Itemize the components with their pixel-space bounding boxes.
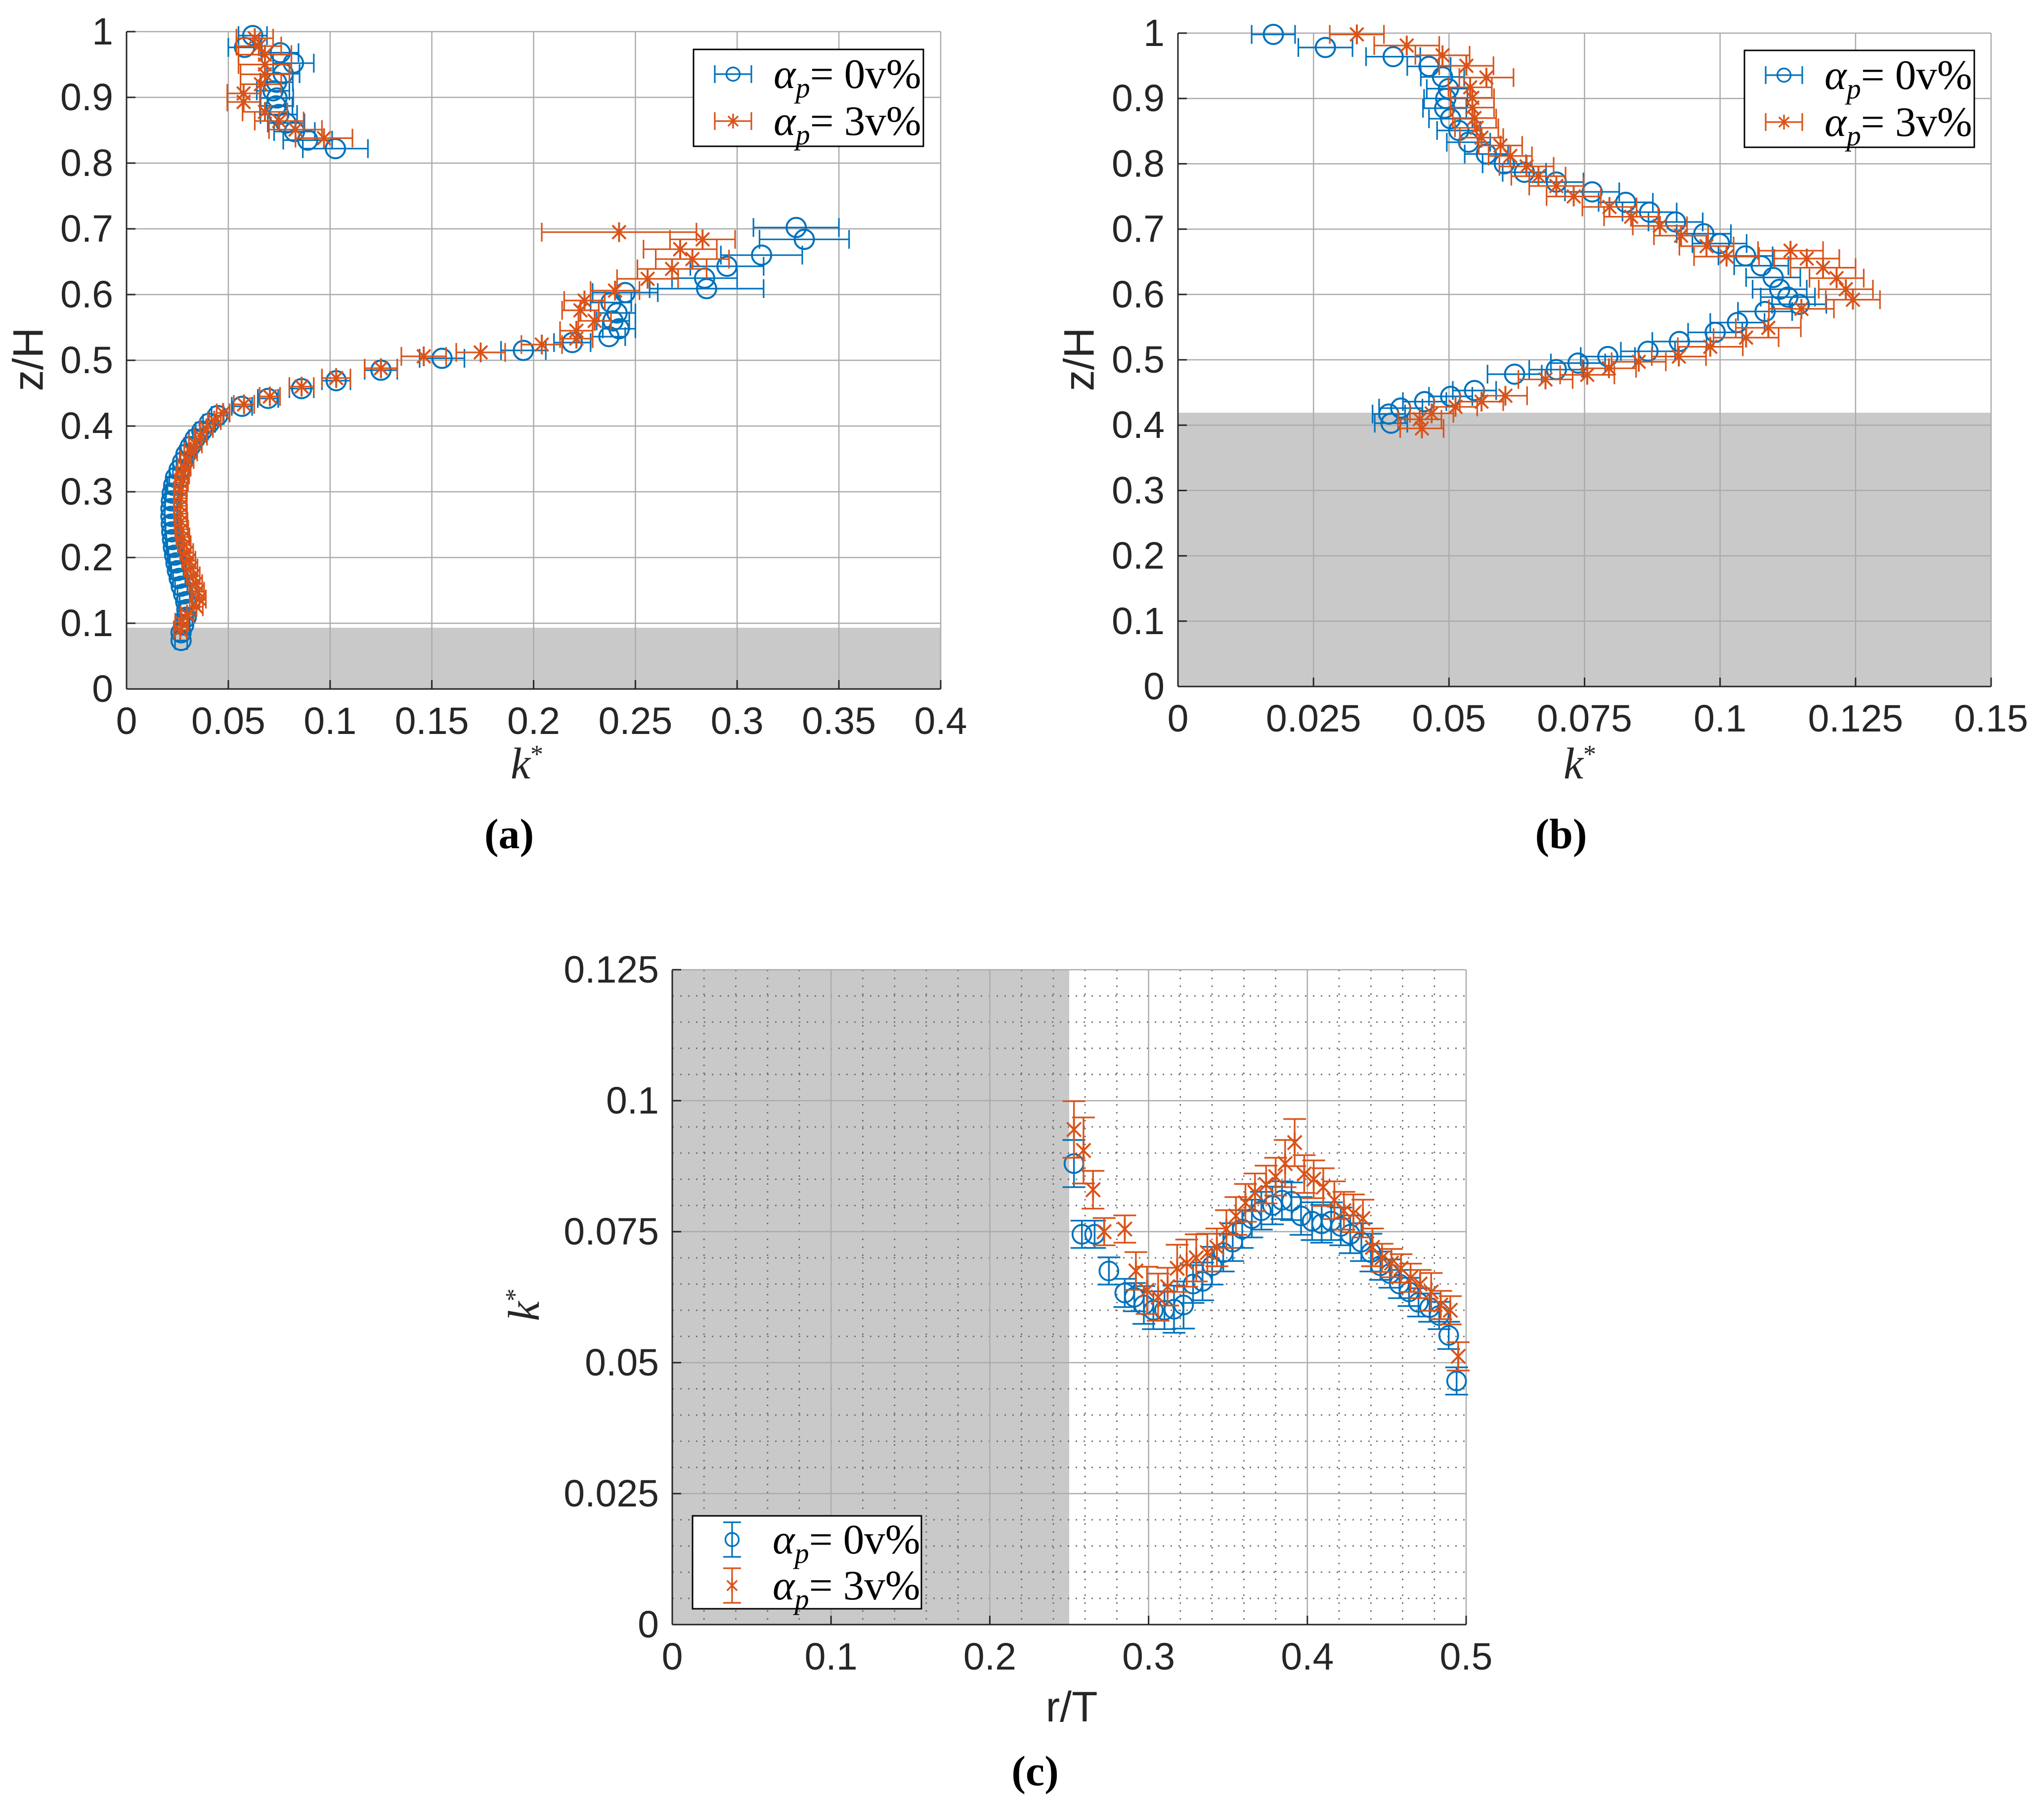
svg-text:αp= 0v%: αp= 0v%: [774, 51, 921, 104]
svg-text:αp= 0v%: αp= 0v%: [1825, 52, 1972, 105]
svg-text:0.2: 0.2: [60, 536, 113, 579]
svg-text:αp= 3v%: αp= 3v%: [1825, 99, 1972, 152]
svg-text:0.1: 0.1: [60, 602, 113, 644]
svg-text:0.125: 0.125: [1808, 697, 1903, 740]
svg-text:0.4: 0.4: [914, 700, 967, 742]
svg-text:0: 0: [1168, 697, 1189, 740]
svg-text:(a): (a): [484, 810, 534, 858]
svg-text:0.5: 0.5: [1112, 339, 1165, 381]
svg-text:0.1: 0.1: [606, 1079, 659, 1122]
svg-text:r/T: r/T: [1045, 1683, 1097, 1731]
svg-text:0.4: 0.4: [60, 405, 113, 447]
svg-text:0.3: 0.3: [60, 471, 113, 513]
svg-text:0.05: 0.05: [585, 1341, 659, 1384]
svg-text:0.7: 0.7: [1112, 208, 1165, 251]
svg-text:1: 1: [1143, 12, 1165, 54]
svg-text:0: 0: [662, 1635, 683, 1678]
svg-text:0.4: 0.4: [1112, 404, 1165, 446]
svg-text:0: 0: [92, 668, 113, 710]
svg-text:0.25: 0.25: [598, 700, 672, 742]
svg-text:0.2: 0.2: [507, 700, 560, 742]
svg-text:0.35: 0.35: [802, 700, 876, 742]
svg-text:0.5: 0.5: [1439, 1635, 1492, 1678]
svg-text:k*: k*: [1564, 739, 1596, 788]
svg-text:αp= 0v%: αp= 0v%: [773, 1516, 920, 1569]
svg-text:0.9: 0.9: [60, 76, 113, 119]
svg-text:0.3: 0.3: [1122, 1635, 1175, 1678]
svg-text:0: 0: [638, 1603, 659, 1646]
svg-text:αp= 3v%: αp= 3v%: [773, 1562, 920, 1615]
svg-text:0.05: 0.05: [191, 700, 265, 742]
svg-text:(b): (b): [1535, 810, 1587, 858]
svg-text:0.1: 0.1: [1112, 600, 1165, 643]
svg-text:1: 1: [92, 10, 113, 53]
svg-text:0.6: 0.6: [1112, 273, 1165, 316]
svg-text:0.4: 0.4: [1281, 1635, 1334, 1678]
svg-text:(c): (c): [1011, 1747, 1058, 1795]
svg-text:0: 0: [116, 700, 137, 742]
svg-text:0.5: 0.5: [60, 339, 113, 382]
svg-text:0.2: 0.2: [1112, 535, 1165, 577]
svg-text:0.6: 0.6: [60, 273, 113, 316]
svg-text:0.3: 0.3: [1112, 469, 1165, 512]
svg-text:0.15: 0.15: [395, 700, 469, 742]
svg-text:0.9: 0.9: [1112, 77, 1165, 120]
svg-text:0.8: 0.8: [1112, 142, 1165, 185]
svg-text:0.1: 0.1: [304, 700, 356, 742]
svg-text:z/H: z/H: [1056, 328, 1103, 391]
svg-text:0.15: 0.15: [1954, 697, 2028, 740]
svg-text:0.2: 0.2: [963, 1635, 1016, 1678]
svg-text:z/H: z/H: [5, 328, 52, 391]
svg-text:0.3: 0.3: [711, 700, 764, 742]
svg-text:k*: k*: [511, 739, 543, 788]
svg-text:0.025: 0.025: [1266, 697, 1361, 740]
svg-text:0.075: 0.075: [564, 1210, 659, 1253]
svg-text:0.8: 0.8: [60, 142, 113, 184]
svg-text:0.025: 0.025: [564, 1472, 659, 1515]
svg-text:k*: k*: [500, 1289, 549, 1321]
svg-text:0.1: 0.1: [805, 1635, 858, 1678]
svg-text:0: 0: [1143, 665, 1165, 708]
svg-text:0.7: 0.7: [60, 208, 113, 250]
svg-text:0.125: 0.125: [564, 948, 659, 991]
svg-text:0.1: 0.1: [1694, 697, 1746, 740]
svg-text:0.075: 0.075: [1537, 697, 1632, 740]
svg-text:0.05: 0.05: [1412, 697, 1486, 740]
svg-text:αp= 3v%: αp= 3v%: [774, 98, 921, 151]
